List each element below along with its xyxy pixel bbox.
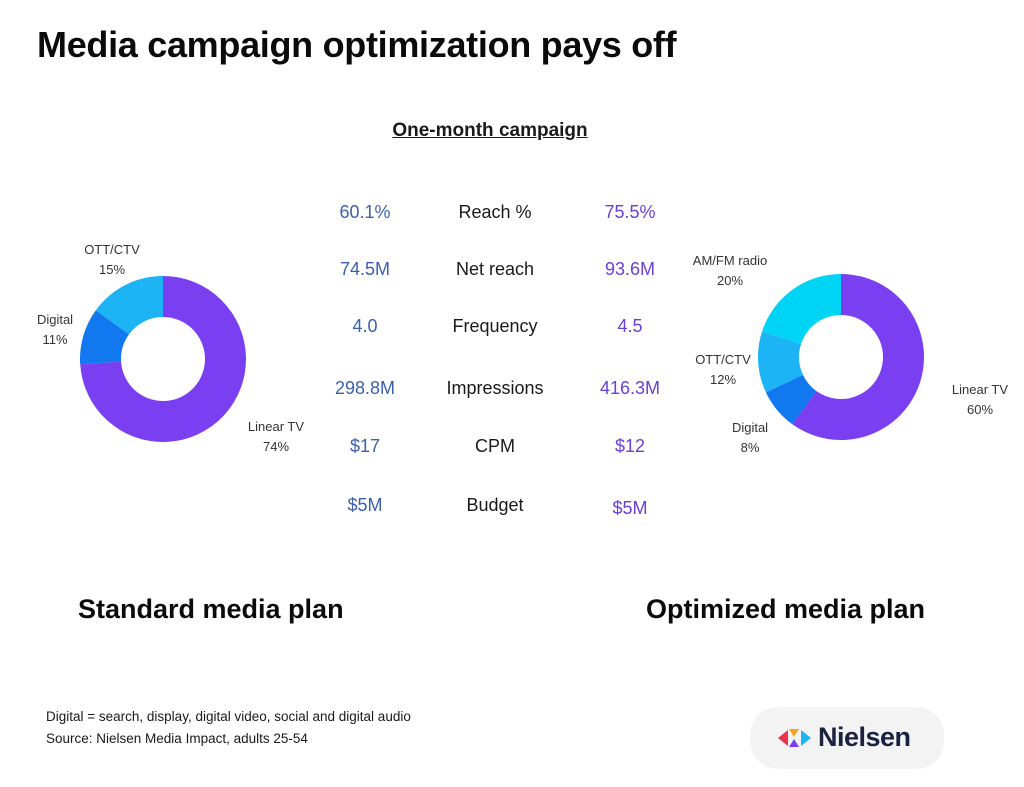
metric-row-net-reach: 74.5M Net reach 93.6M	[300, 259, 690, 289]
standard-value: 74.5M	[339, 259, 391, 279]
slice-label-ott-ctv: OTT/CTV 15%	[72, 240, 152, 280]
metric-name: Budget	[466, 495, 524, 515]
metric-name: Impressions	[446, 378, 544, 398]
metric-row-impressions: 298.8M Impressions 416.3M	[300, 378, 690, 408]
slice-label-value: 8%	[740, 440, 760, 455]
slice-label-value: 20%	[716, 273, 744, 288]
slice-label-value: 11%	[42, 332, 68, 347]
metric-name: Net reach	[455, 259, 535, 279]
slice-label-name: Digital	[731, 420, 769, 435]
slice-label-name: OTT/CTV	[695, 352, 751, 367]
donut-slice-ott-ctv	[95, 276, 163, 335]
donut-slice-digital	[765, 374, 817, 425]
metric-name: CPM	[475, 436, 515, 456]
metric-name: Reach %	[458, 202, 532, 222]
standard-plan-label: Standard media plan	[78, 594, 344, 624]
optimized-value: 75.5%	[604, 202, 656, 222]
slice-label-name: Digital	[36, 312, 74, 327]
standard-value: 298.8M	[334, 378, 396, 398]
optimized-value: 416.3M	[599, 378, 661, 398]
metric-name: Frequency	[452, 316, 538, 336]
metric-row-cpm: $17 CPM $12	[300, 436, 690, 466]
slice-label-value: 60%	[966, 402, 994, 417]
standard-value: $5M	[347, 495, 383, 515]
slice-label-name: Linear TV	[951, 382, 1009, 397]
logo-triangle-right	[801, 730, 811, 746]
slice-label-value: 74%	[262, 439, 290, 454]
optimized-plan-label: Optimized media plan	[646, 594, 926, 624]
slice-label-ott-ctv: OTT/CTV 12%	[685, 350, 761, 390]
logo-triangle-top	[789, 729, 799, 737]
donut-slice-ott-ctv	[758, 331, 803, 393]
standard-value: 4.0	[352, 316, 378, 336]
footnote-digital-definition: Digital = search, display, digital video…	[46, 709, 411, 724]
optimized-value: $12	[614, 436, 646, 456]
optimized-plan-donut-chart	[758, 274, 924, 440]
slice-label-digital: Digital 11%	[20, 310, 90, 350]
campaign-subtitle: One-month campaign	[392, 120, 588, 141]
standard-value: $17	[349, 436, 381, 456]
slice-label-value: 15%	[98, 262, 126, 277]
donut-slice-linear-tv	[792, 274, 924, 440]
metric-row-reach-percent: 60.1% Reach % 75.5%	[300, 202, 690, 232]
slice-label-am-fm-radio: AM/FM radio 20%	[680, 251, 780, 291]
optimized-value: 93.6M	[604, 259, 656, 279]
slice-label-value: 12%	[709, 372, 737, 387]
slice-label-name: OTT/CTV	[84, 242, 140, 257]
standard-plan-donut-chart	[80, 276, 246, 442]
optimized-value: $5M	[612, 498, 648, 518]
slice-label-name: Linear TV	[247, 419, 305, 434]
footnote-source: Source: Nielsen Media Impact, adults 25-…	[46, 731, 308, 746]
slice-label-name: AM/FM radio	[692, 253, 768, 268]
nielsen-logo-mark-icon	[778, 729, 811, 747]
logo-triangle-bottom	[789, 739, 799, 747]
donut-slice-am-fm-radio	[762, 274, 841, 345]
standard-value: 60.1%	[339, 202, 391, 222]
donut-slice-digital	[80, 310, 130, 365]
nielsen-logo-text: Nielsen	[818, 722, 911, 752]
slice-label-linear-tv: Linear TV 74%	[236, 417, 316, 457]
logo-triangle-left	[778, 730, 788, 746]
slice-label-digital: Digital 8%	[720, 418, 780, 458]
metric-row-budget: $5M Budget $5M	[300, 495, 690, 525]
metric-row-frequency: 4.0 Frequency 4.5	[300, 316, 690, 346]
optimized-value: 4.5	[617, 316, 643, 336]
page-title: Media campaign optimization pays off	[37, 24, 677, 65]
donut-slice-linear-tv	[80, 276, 246, 442]
slice-label-linear-tv: Linear TV 60%	[940, 380, 1020, 420]
